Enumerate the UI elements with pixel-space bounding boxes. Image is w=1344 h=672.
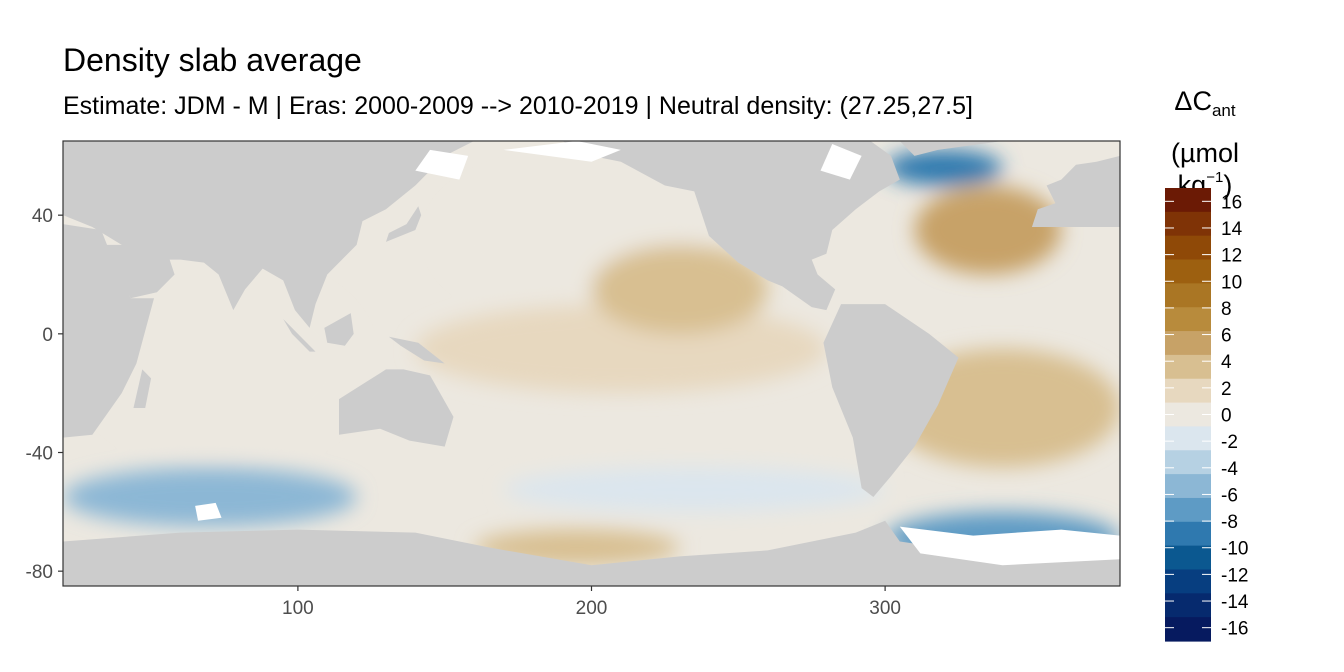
legend-unit-close: ) xyxy=(1223,170,1233,200)
colorbar-swatch xyxy=(1165,211,1211,237)
colorbar-tick-label: -6 xyxy=(1221,485,1238,506)
colorbar-swatch xyxy=(1165,378,1211,404)
colorbar-tick-label: -16 xyxy=(1221,619,1248,640)
colorbar-swatch xyxy=(1165,188,1211,213)
no-data-bering xyxy=(503,141,621,162)
region-southern-ocean-pacific-sector xyxy=(503,467,886,512)
region-eastern-tropical-pacific xyxy=(591,244,768,334)
land-north-america xyxy=(562,141,900,311)
region-labrador-irminger-sea xyxy=(885,149,1003,186)
colorbar-tick-label: 6 xyxy=(1221,326,1232,347)
colorbar-swatch xyxy=(1165,617,1211,642)
colorbar-tick-label: 10 xyxy=(1221,272,1242,293)
land-madagascar xyxy=(133,369,152,408)
y-tick-label: -40 xyxy=(26,444,53,465)
colorbar-tick-label: -10 xyxy=(1221,539,1248,560)
colorbar-swatch xyxy=(1165,235,1211,261)
colorbar-tick-label: 0 xyxy=(1221,406,1232,427)
colorbar-tick-label: -4 xyxy=(1221,459,1238,480)
no-data-kerguelen xyxy=(195,502,222,521)
no-data-areas xyxy=(195,141,1120,566)
no-data-weddell xyxy=(899,526,1120,566)
land-masses xyxy=(63,141,1120,586)
colorbar-swatch xyxy=(1165,569,1211,594)
colorbar-swatch xyxy=(1165,426,1211,451)
colorbar-swatch xyxy=(1165,497,1211,523)
land-eurasia xyxy=(63,141,475,328)
colorbar-tick-label: 4 xyxy=(1221,352,1232,373)
x-tick-label: 300 xyxy=(869,598,901,619)
colorbar-tick-label: -14 xyxy=(1221,592,1249,613)
colorbar-tick-label: -12 xyxy=(1221,565,1248,586)
region-north-atlantic-subtropics xyxy=(914,185,1062,275)
colorbar: 16 14 12 10 8 6 4 2 0 -2 -4 -6 -8 -10 -12 -14 -16 xyxy=(1165,188,1249,642)
legend-title: ΔCant xyxy=(1150,86,1260,121)
colorbar-tick-label: 16 xyxy=(1221,192,1242,213)
chart-subtitle: Estimate: JDM - M | Eras: 2000-2009 --> … xyxy=(63,92,973,120)
colorbar-swatch xyxy=(1165,354,1211,380)
colorbar-swatch xyxy=(1165,545,1211,571)
colorbar-swatch xyxy=(1165,593,1211,618)
colorbar-swatch xyxy=(1165,450,1211,475)
colorbar-tick-label: 14 xyxy=(1221,219,1243,240)
colorbar-swatch xyxy=(1165,283,1211,308)
colorbar-tick-label: 8 xyxy=(1221,299,1232,320)
y-tick-label: -80 xyxy=(26,562,53,583)
no-data-hudson xyxy=(820,143,862,180)
colorbar-tick-label: -8 xyxy=(1221,512,1238,533)
land-south-america xyxy=(823,304,959,497)
land-borneo xyxy=(324,313,354,346)
colorbar-tick-label: 2 xyxy=(1221,379,1232,400)
land-new-guinea xyxy=(388,336,445,364)
land-japan xyxy=(385,206,422,242)
land-greenland xyxy=(899,141,1003,156)
legend-title-sub: ant xyxy=(1211,101,1236,120)
x-tick-label: 200 xyxy=(576,598,608,619)
region-southern-ocean-indian-sector xyxy=(63,467,357,527)
x-tick-label: 100 xyxy=(282,598,314,619)
land-arabia xyxy=(104,244,175,299)
colorbar-tick-label: -2 xyxy=(1221,432,1238,453)
y-tick-label: 0 xyxy=(42,325,53,346)
land-australia xyxy=(338,369,454,447)
colorbar-swatch xyxy=(1165,331,1211,356)
land-sumatra xyxy=(283,319,316,352)
land-africa xyxy=(63,224,155,438)
chart-title: Density slab average xyxy=(63,42,362,78)
colorbar-tick-label: 12 xyxy=(1221,246,1242,267)
region-indian-ocean xyxy=(92,274,357,453)
colorbar-swatch xyxy=(1165,307,1211,332)
legend-unit-sup: −1 xyxy=(1206,169,1224,186)
y-tick-label: 40 xyxy=(32,206,53,227)
legend-title-main: ΔC xyxy=(1174,86,1212,116)
land-europe xyxy=(1031,155,1120,228)
colorbar-swatch xyxy=(1165,521,1211,547)
land-antarctica xyxy=(63,520,1120,586)
colorbar-swatch xyxy=(1165,259,1211,284)
map-panel xyxy=(63,141,1120,586)
no-data-okhotsk xyxy=(415,149,469,180)
